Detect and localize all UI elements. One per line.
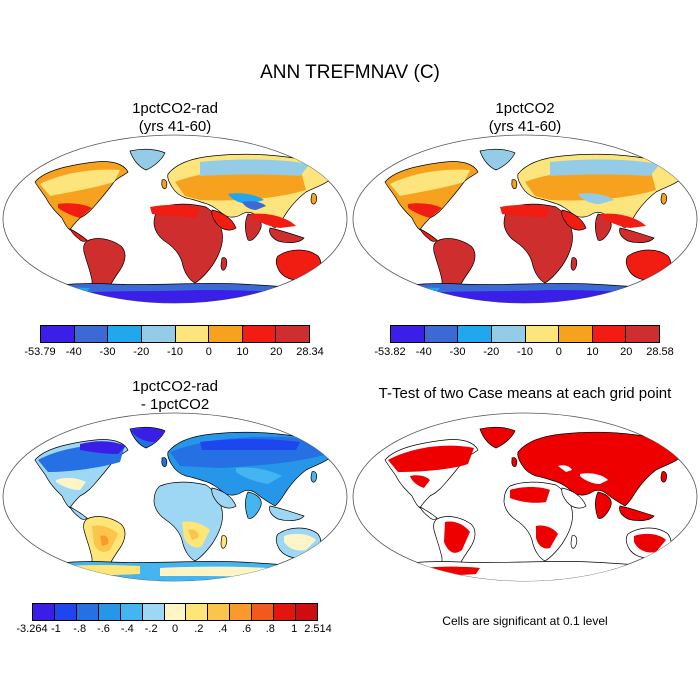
colorbar-tick-label: -30 — [99, 346, 116, 358]
colorbar-swatch — [54, 604, 77, 620]
colorbar-tick-label: 20 — [620, 346, 633, 358]
panel2-title: 1pctCO2 (yrs 41-60) — [425, 100, 625, 136]
colorbar-swatch — [108, 326, 142, 342]
colorbar-tick-label: .6 — [241, 623, 252, 635]
colorbar-swatch — [76, 604, 99, 620]
panel1-title: 1pctCO2-rad (yrs 41-60) — [75, 100, 275, 136]
colorbar-2-labels: -53.82 -40 -30 -20 -10 0 10 20 28.58 — [374, 346, 673, 360]
colorbar-tick-label: 0 — [205, 346, 212, 358]
colorbar-tick-label: 0 — [555, 346, 562, 358]
colorbar-tick-label: -3.264 — [16, 623, 48, 635]
colorbar-swatch — [458, 326, 492, 342]
colorbar-tick-label: -1 — [50, 623, 61, 635]
colorbar-1-labels: -53.79 -40 -30 -20 -10 0 10 20 28.34 — [24, 346, 323, 360]
map-panel-2 — [352, 134, 698, 304]
colorbar-tick-label: 28.58 — [646, 346, 674, 358]
significance-note: Cells are significant at 0.1 level — [442, 614, 608, 628]
panel2-title-line1: 1pctCO2 — [495, 100, 555, 117]
colorbar-tick-label: -.6 — [97, 623, 110, 635]
panel1-title-line2: (yrs 41-60) — [138, 118, 212, 135]
panel4-title-line1: T-Test of two Case means at each grid po… — [378, 385, 672, 402]
colorbar-swatch — [525, 326, 560, 342]
colorbar-swatch — [208, 604, 231, 620]
colorbar-swatch — [626, 326, 659, 342]
colorbar-tick-label: -10 — [167, 346, 183, 358]
colorbar-tick-label: -20 — [483, 346, 500, 358]
colorbar-3-labels: -3.264 -1 -.8 -.6 -.4 -.2 0 .2 .4 .6 .8 … — [16, 623, 331, 637]
map-panel-3 — [2, 412, 348, 582]
colorbar-swatch — [209, 326, 243, 342]
colorbar-swatch — [391, 326, 425, 342]
colorbar-tick-label: -.8 — [73, 623, 87, 635]
panel3-title: 1pctCO2-rad - 1pctCO2 — [75, 378, 275, 414]
map-panel-1 — [2, 134, 348, 304]
colorbar-swatch — [141, 326, 176, 342]
colorbar-swatch — [142, 604, 165, 620]
colorbar-tick-label: -53.82 — [374, 346, 406, 358]
colorbar-tick-label: 20 — [270, 346, 283, 358]
colorbar-swatch — [186, 604, 209, 620]
panel1-title-line1: 1pctCO2-rad — [132, 100, 218, 117]
colorbar-3 — [32, 603, 318, 621]
colorbar-tick-label: -30 — [449, 346, 466, 358]
colorbar-tick-label: .8 — [265, 623, 275, 635]
colorbar-swatch — [424, 326, 459, 342]
colorbar-tick-label: 0 — [171, 623, 179, 635]
colorbar-tick-label: -10 — [517, 346, 533, 358]
colorbar-tick-label: 10 — [586, 346, 599, 358]
colorbar-swatch — [296, 604, 317, 620]
colorbar-swatch — [230, 604, 253, 620]
colorbar-swatch — [74, 326, 109, 342]
panel2-title-line2: (yrs 41-60) — [488, 118, 562, 135]
colorbar-tick-label: -.4 — [120, 623, 134, 635]
colorbar-swatch — [592, 326, 627, 342]
colorbar-swatch — [274, 604, 297, 620]
figure-title: ANN TREFMNAV (C) — [260, 62, 440, 83]
colorbar-swatch — [41, 326, 75, 342]
colorbar-swatch — [252, 604, 275, 620]
colorbar-tick-label: -53.79 — [24, 346, 56, 358]
colorbar-swatch — [98, 604, 121, 620]
colorbar-1 — [40, 325, 310, 343]
colorbar-swatch — [164, 604, 187, 620]
colorbar-swatch — [559, 326, 593, 342]
colorbar-swatch — [242, 326, 277, 342]
colorbar-tick-label: -40 — [65, 346, 82, 358]
map-panel-4 — [352, 412, 698, 582]
colorbar-tick-label: -40 — [415, 346, 432, 358]
colorbar-tick-label: 2.514 — [304, 623, 332, 635]
colorbar-tick-label: .4 — [218, 623, 228, 635]
colorbar-swatch — [491, 326, 526, 342]
panel3-title-line1: 1pctCO2-rad — [132, 378, 218, 395]
colorbar-tick-label: 10 — [236, 346, 249, 358]
panel4-title: T-Test of two Case means at each grid po… — [350, 385, 700, 403]
colorbar-tick-label: 28.34 — [296, 346, 324, 358]
colorbar-swatch — [33, 604, 55, 620]
colorbar-tick-label: 1 — [291, 623, 298, 635]
colorbar-tick-label: -20 — [133, 346, 150, 358]
colorbar-swatch — [276, 326, 309, 342]
colorbar-swatch — [175, 326, 210, 342]
colorbar-2 — [390, 325, 660, 343]
colorbar-tick-label: -.2 — [144, 623, 158, 635]
colorbar-swatch — [120, 604, 143, 620]
colorbar-tick-label: .2 — [194, 623, 204, 635]
panel3-title-line2: - 1pctCO2 — [140, 396, 210, 413]
